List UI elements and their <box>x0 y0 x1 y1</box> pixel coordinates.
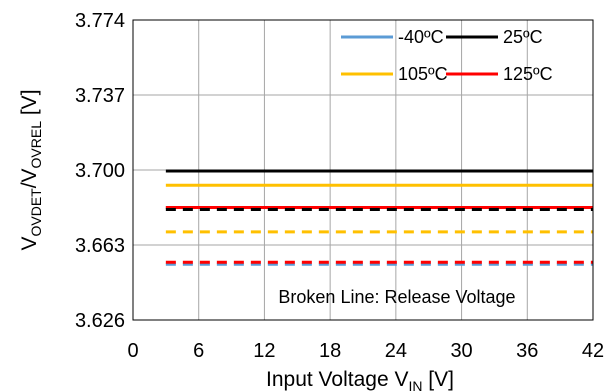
x-tick-label: 0 <box>127 340 138 362</box>
y-tick-label: 3.626 <box>75 310 125 332</box>
legend-label: -40ºC <box>398 27 444 47</box>
y-axis-label-sub2: OVREL <box>28 121 44 169</box>
annotation-text: Broken Line: Release Voltage <box>278 287 515 307</box>
x-tick-label: 42 <box>582 340 604 362</box>
y-tick-label: 3.737 <box>75 85 125 107</box>
legend-label: 105ºC <box>398 64 448 84</box>
y-tick-label: 3.700 <box>75 160 125 182</box>
x-axis-label-unit: [V] <box>422 368 454 391</box>
x-axis-label: Input Voltage VIN [V] <box>266 368 454 391</box>
y-tick-label: 3.663 <box>75 235 125 257</box>
x-axis-ticks: 0 6 12 18 24 30 36 42 <box>127 340 604 362</box>
x-tick-label: 36 <box>516 340 538 362</box>
y-axis-label-v1: V <box>18 237 41 251</box>
x-tick-label: 24 <box>385 340 407 362</box>
y-axis-ticks: 3.774 3.737 3.700 3.663 3.626 <box>75 10 125 332</box>
legend: -40ºC 25ºC 105ºC 125ºC <box>341 27 553 84</box>
x-tick-label: 12 <box>253 340 275 362</box>
series-lines <box>165 169 593 266</box>
legend-label: 25ºC <box>503 27 543 47</box>
y-axis-label: VOVDET/VOVREL [V] <box>18 89 44 250</box>
y-tick-label: 3.774 <box>75 10 125 32</box>
legend-label: 125ºC <box>503 64 553 84</box>
x-tick-label: 18 <box>319 340 341 362</box>
x-tick-label: 6 <box>193 340 204 362</box>
y-axis-label-slash: /V <box>18 168 41 188</box>
x-axis-label-main: Input Voltage V <box>266 368 408 391</box>
x-axis-label-sub: IN <box>408 378 422 391</box>
y-axis-label-unit: [V] <box>18 89 41 121</box>
y-axis-label-sub1: OVDET <box>28 188 44 237</box>
x-tick-label: 30 <box>450 340 472 362</box>
plot-border <box>132 19 594 321</box>
